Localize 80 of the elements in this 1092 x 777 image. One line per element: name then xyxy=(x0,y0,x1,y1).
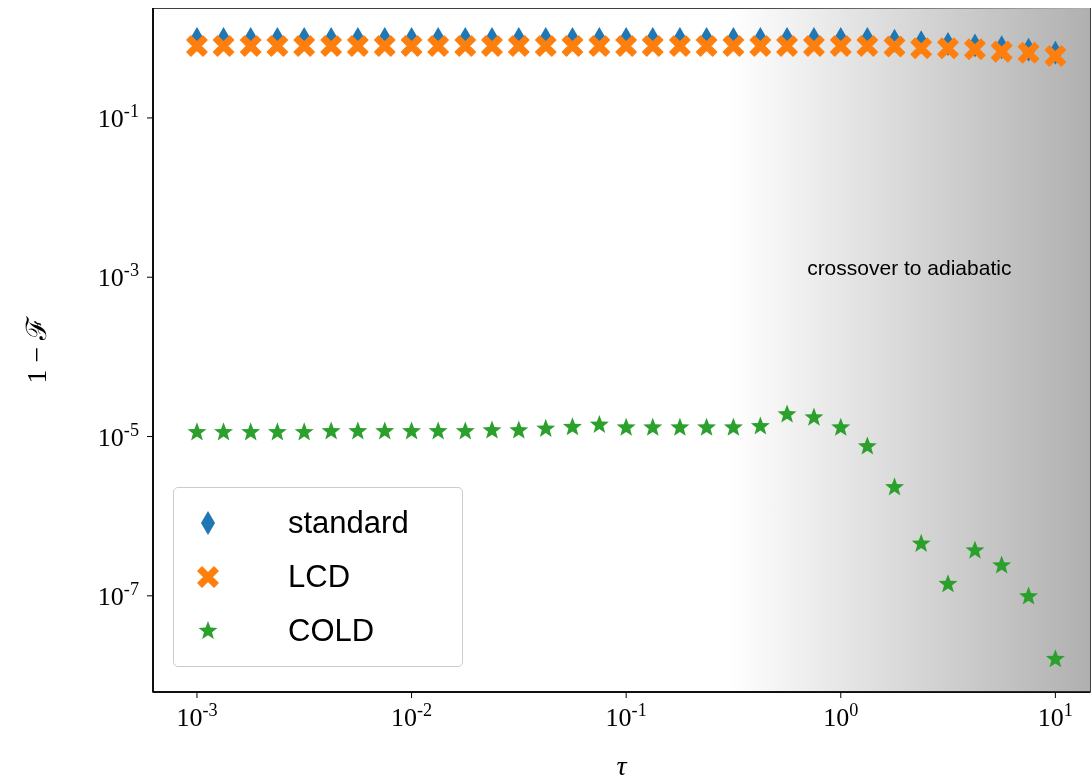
point xyxy=(212,35,235,57)
point xyxy=(214,422,234,441)
y-axis-title: 1 − ℱ xyxy=(21,315,52,384)
point xyxy=(723,417,743,436)
point xyxy=(562,417,582,436)
point xyxy=(777,404,797,423)
point xyxy=(965,540,985,559)
point xyxy=(616,417,636,436)
point xyxy=(670,417,690,436)
point xyxy=(508,35,530,57)
point xyxy=(750,416,770,435)
y-tick-label: 10$^{-1}$ xyxy=(97,100,139,133)
point xyxy=(348,421,368,440)
point xyxy=(321,421,341,440)
point xyxy=(910,37,932,59)
point xyxy=(427,35,449,57)
point xyxy=(641,35,664,57)
point xyxy=(402,421,422,440)
point xyxy=(588,35,611,57)
point xyxy=(536,418,556,437)
point xyxy=(911,533,931,552)
point xyxy=(992,555,1012,574)
point xyxy=(831,417,851,436)
point xyxy=(320,35,342,57)
point xyxy=(241,422,261,441)
point xyxy=(266,35,289,57)
point xyxy=(454,35,477,57)
point xyxy=(481,35,503,57)
point xyxy=(722,35,745,57)
legend-label: LCD xyxy=(288,559,351,595)
point xyxy=(239,35,262,57)
point xyxy=(293,35,315,57)
point xyxy=(428,421,448,440)
point xyxy=(937,37,959,59)
point xyxy=(375,421,395,440)
point xyxy=(455,421,475,440)
point xyxy=(374,35,396,57)
point xyxy=(482,420,502,439)
band-label: crossover to adiabatic xyxy=(807,255,1012,279)
point xyxy=(830,35,852,57)
point xyxy=(803,35,825,57)
point xyxy=(561,35,584,57)
x-tick-label: 10$^{1}$ xyxy=(1037,700,1073,732)
point xyxy=(776,35,798,57)
point xyxy=(589,414,609,433)
point xyxy=(1019,586,1039,605)
point xyxy=(990,40,1013,63)
point xyxy=(695,35,718,57)
point xyxy=(964,38,986,60)
point xyxy=(347,35,369,57)
point xyxy=(938,574,958,593)
point xyxy=(643,417,663,436)
point xyxy=(804,407,824,426)
legend-label: COLD xyxy=(288,613,375,649)
point xyxy=(186,35,208,57)
point xyxy=(615,35,637,57)
point xyxy=(535,35,557,57)
y-tick-label: 10$^{-7}$ xyxy=(97,578,139,611)
point xyxy=(1045,649,1065,668)
y-tick-label: 10$^{-5}$ xyxy=(97,419,139,452)
point xyxy=(669,35,691,57)
point xyxy=(1044,45,1067,67)
point xyxy=(885,477,905,496)
x-tick-label: 10$^{-1}$ xyxy=(605,700,647,732)
point xyxy=(294,422,314,441)
x-tick-label: 10$^{0}$ xyxy=(823,700,859,732)
legend-label: standard xyxy=(288,505,409,541)
point xyxy=(400,35,423,57)
x-tick-label: 10$^{-3}$ xyxy=(176,700,218,732)
point xyxy=(697,417,717,436)
point xyxy=(187,422,207,441)
point xyxy=(856,35,879,57)
point xyxy=(509,420,529,439)
point xyxy=(267,422,287,441)
point xyxy=(857,436,877,455)
point xyxy=(883,35,906,58)
x-tick-label: 10$^{-2}$ xyxy=(390,700,433,732)
x-axis-title: τ xyxy=(616,750,628,777)
point xyxy=(749,35,772,57)
y-tick-label: 10$^{-3}$ xyxy=(97,260,139,293)
